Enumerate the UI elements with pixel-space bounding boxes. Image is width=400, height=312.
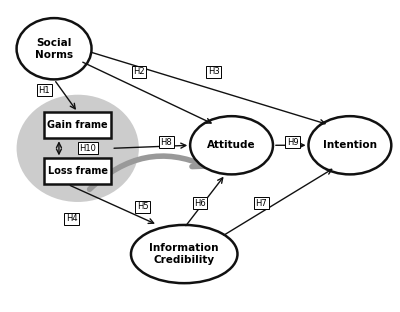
Text: H6: H6 — [194, 199, 206, 208]
Text: H8: H8 — [160, 138, 172, 147]
FancyBboxPatch shape — [44, 112, 111, 139]
Text: Information
Credibility: Information Credibility — [150, 243, 219, 265]
FancyArrowPatch shape — [114, 143, 186, 148]
FancyArrowPatch shape — [90, 155, 206, 189]
FancyBboxPatch shape — [44, 158, 111, 184]
Text: Intention: Intention — [323, 140, 377, 150]
FancyArrowPatch shape — [186, 178, 223, 226]
Text: H10: H10 — [79, 144, 96, 153]
Text: H3: H3 — [208, 67, 220, 76]
FancyArrowPatch shape — [83, 62, 211, 123]
FancyArrowPatch shape — [224, 169, 332, 235]
Text: H2: H2 — [133, 67, 145, 76]
Text: H5: H5 — [137, 202, 149, 211]
Text: H9: H9 — [287, 138, 298, 147]
Ellipse shape — [131, 225, 238, 283]
FancyArrowPatch shape — [92, 53, 325, 124]
Text: Social
Norms: Social Norms — [35, 37, 73, 60]
Ellipse shape — [190, 116, 273, 174]
FancyArrowPatch shape — [56, 143, 62, 154]
FancyArrowPatch shape — [276, 143, 304, 148]
Text: H1: H1 — [38, 85, 50, 95]
FancyArrowPatch shape — [56, 82, 75, 109]
Ellipse shape — [308, 116, 391, 174]
Text: H7: H7 — [255, 199, 267, 208]
Text: Loss frame: Loss frame — [48, 166, 108, 176]
Text: Gain frame: Gain frame — [48, 120, 108, 130]
Text: Attitude: Attitude — [207, 140, 256, 150]
FancyArrowPatch shape — [70, 186, 154, 223]
Ellipse shape — [16, 18, 92, 79]
Ellipse shape — [16, 95, 139, 202]
Text: H4: H4 — [66, 214, 78, 223]
